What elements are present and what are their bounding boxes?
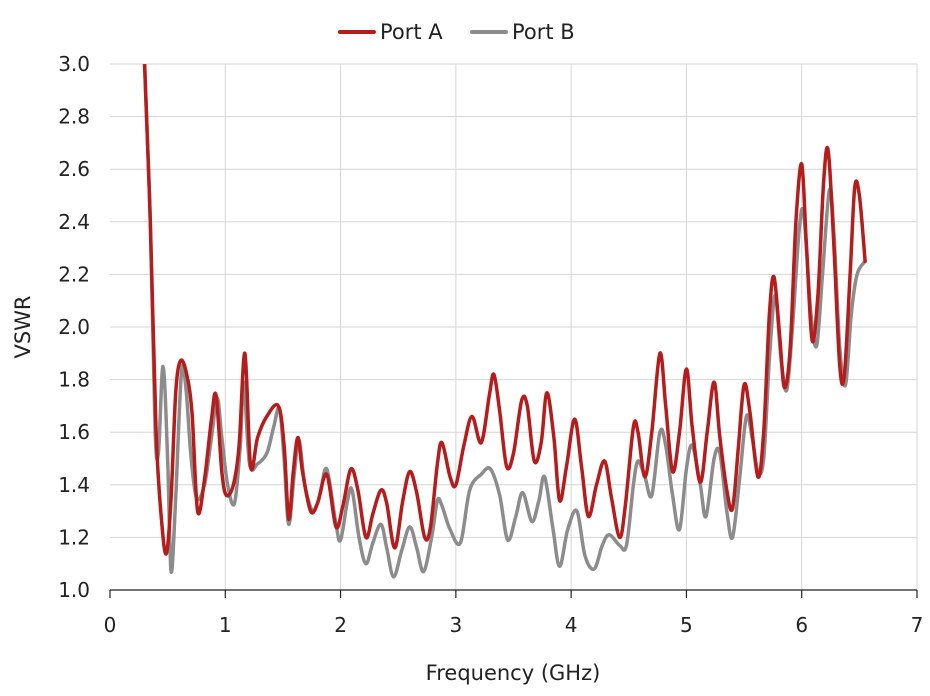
y-tick-label: 2.2: [58, 262, 90, 286]
y-axis-title: VSWR: [11, 295, 35, 358]
y-tick-label: 2.6: [58, 157, 90, 181]
series-lines: [142, 64, 867, 579]
series-line-port-a: [142, 64, 867, 556]
y-tick-label: 1.2: [58, 525, 90, 549]
legend-label-port-a: Port A: [380, 20, 443, 44]
axes: [109, 589, 918, 598]
y-tick-labels: 1.0 1.2 1.4 1.6 1.8 2.0 2.2 2.4 2.6 2.8 3.0: [58, 52, 90, 602]
grid: [110, 63, 918, 590]
x-tick-label: 4: [565, 613, 578, 637]
x-tick-label: 0: [104, 613, 117, 637]
x-tick-label: 7: [911, 613, 924, 637]
legend: Port A Port B: [338, 20, 575, 44]
legend-label-port-b: Port B: [512, 20, 575, 44]
y-tick-label: 1.0: [58, 578, 90, 602]
y-tick-label: 2.8: [58, 105, 90, 129]
y-tick-label: 2.4: [58, 210, 90, 234]
y-tick-label: 3.0: [58, 52, 90, 76]
y-tick-label: 1.6: [58, 420, 90, 444]
x-tick-label: 1: [219, 613, 232, 637]
x-tick-label: 6: [795, 613, 808, 637]
x-tick-label: 5: [680, 613, 693, 637]
series-line-port-b: [142, 64, 867, 579]
x-axis-title: Frequency (GHz): [426, 661, 601, 685]
x-tick-label: 2: [334, 613, 347, 637]
y-tick-label: 2.0: [58, 315, 90, 339]
y-tick-label: 1.4: [58, 473, 90, 497]
x-tick-labels: 0 1 2 3 4 5 6 7: [104, 613, 924, 637]
y-tick-label: 1.8: [58, 368, 90, 392]
x-tick-label: 3: [449, 613, 462, 637]
